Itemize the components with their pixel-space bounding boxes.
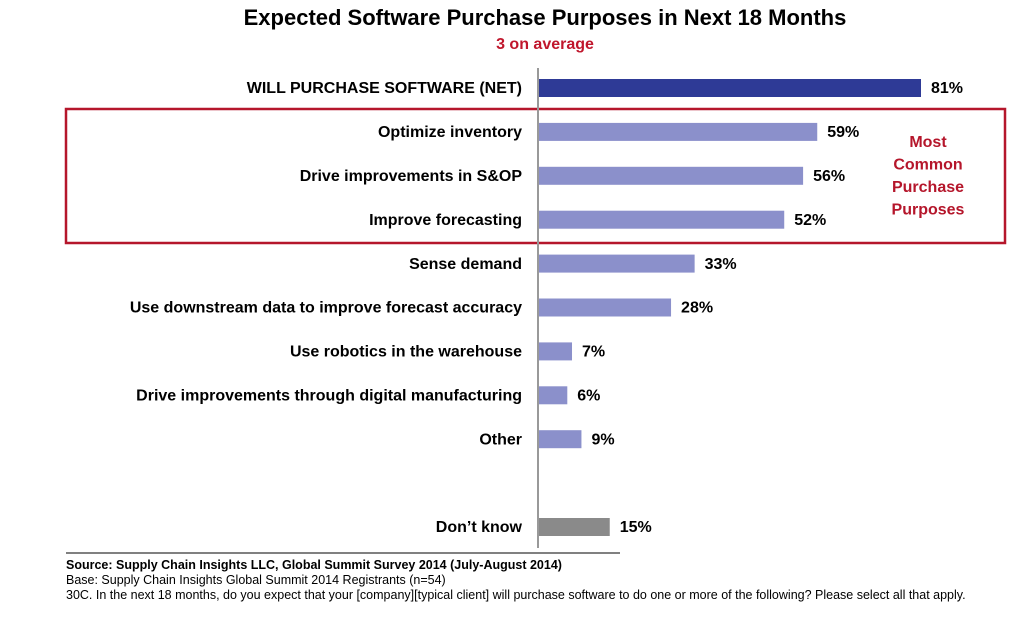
value-label: 33% <box>705 256 737 273</box>
value-label: 52% <box>794 212 826 229</box>
source: Source: Supply Chain Insights LLC, Globa… <box>66 558 562 572</box>
bar <box>539 430 582 449</box>
bar <box>539 122 818 141</box>
bar <box>539 518 610 536</box>
bar <box>539 79 921 97</box>
value-label: 6% <box>577 388 600 405</box>
chart-subtitle: 3 on average <box>496 36 594 53</box>
bar <box>539 254 695 273</box>
bar <box>539 166 804 185</box>
value-label: 15% <box>620 519 652 536</box>
category-label: Use downstream data to improve forecast … <box>130 300 522 317</box>
annotation: Purchase <box>892 179 964 196</box>
category-label: WILL PURCHASE SOFTWARE (NET) <box>247 80 522 97</box>
category-label: Improve forecasting <box>369 212 522 229</box>
value-label: 28% <box>681 300 713 317</box>
value-label: 81% <box>931 80 963 97</box>
base: Base: Supply Chain Insights Global Summi… <box>66 573 446 587</box>
bar <box>539 386 568 405</box>
value-label: 7% <box>582 344 605 361</box>
highlight-box <box>64 107 1007 245</box>
category-label: Other <box>479 431 522 448</box>
category-label: Drive improvements through digital manuf… <box>136 388 522 405</box>
annotation: Most <box>909 134 947 151</box>
category-label: Don’t know <box>436 519 523 536</box>
category-label: Use robotics in the warehouse <box>290 344 522 361</box>
bar <box>539 298 672 317</box>
value-label: 59% <box>827 124 859 141</box>
footnote: Source: Supply Chain Insights LLC, Globa… <box>66 558 1016 603</box>
category-label: Sense demand <box>409 256 522 273</box>
bar <box>539 210 785 229</box>
category-label: Optimize inventory <box>378 124 522 141</box>
value-label: 56% <box>813 168 845 185</box>
question: 30C. In the next 18 months, do you expec… <box>66 588 966 602</box>
chart-title: Expected Software Purchase Purposes in N… <box>244 5 847 30</box>
annotation: Purposes <box>892 202 965 219</box>
bar <box>539 342 573 361</box>
annotation: Common <box>893 157 962 174</box>
value-label: 9% <box>591 431 614 448</box>
category-label: Drive improvements in S&OP <box>300 168 523 185</box>
